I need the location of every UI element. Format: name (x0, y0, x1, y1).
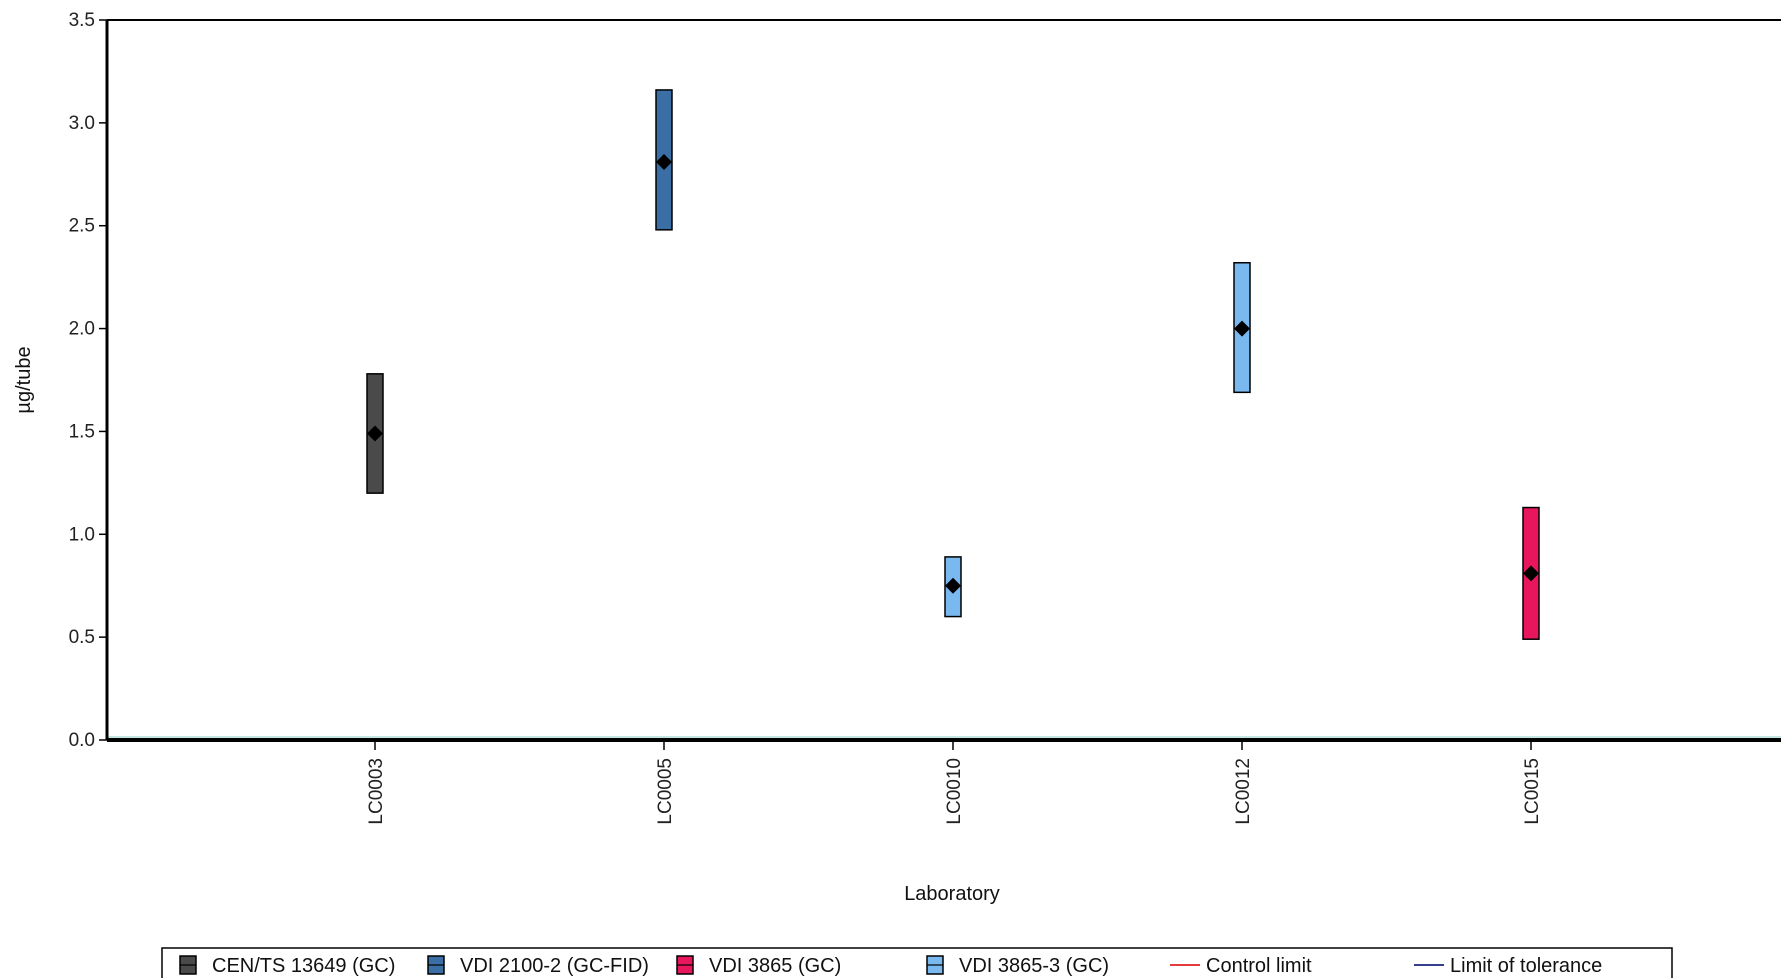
y-tick-label: 2.5 (69, 216, 95, 237)
value-marker-lc0015 (1523, 565, 1539, 582)
x-axis: LC0003 LC0005 LC0010 LC0012 LC0015 (107, 738, 1781, 825)
value-marker-lc0005 (656, 153, 672, 170)
y-tick-label: 3.0 (69, 113, 95, 134)
legend-label: VDI 3865-3 (GC) (959, 955, 1109, 977)
legend-label: VDI 3865 (GC) (709, 955, 841, 977)
x-tick-label: LC0012 (1233, 758, 1254, 825)
data-marks (366, 89, 1540, 640)
legend-label: VDI 2100-2 (GC-FID) (460, 955, 649, 977)
y-tick-label: 2.0 (69, 319, 95, 340)
legend-label: Control limit (1206, 955, 1312, 977)
y-tick-label: 0.0 (69, 730, 95, 751)
legend-label: Limit of tolerance (1450, 955, 1602, 977)
y-axis-title: µg/tube (13, 346, 35, 413)
y-tick-label: 1.5 (69, 421, 95, 442)
x-tick-label: LC0005 (655, 758, 676, 825)
legend-label: CEN/TS 13649 (GC) (212, 955, 395, 977)
legend-box (161, 947, 1673, 978)
y-axis: 0.0 0.5 1.0 1.5 2.0 2.5 3.0 3.5 (69, 10, 109, 751)
x-axis-title: Laboratory (904, 883, 1000, 905)
value-marker-lc0012 (1234, 320, 1250, 337)
x-tick-label: LC0015 (1522, 758, 1543, 825)
x-tick-label: LC0010 (944, 758, 965, 825)
x-tick-label: LC0003 (366, 758, 387, 825)
plot-area (107, 19, 1781, 738)
y-tick-label: 0.5 (69, 627, 95, 648)
value-marker-lc0010 (945, 577, 961, 594)
y-tick-label: 1.0 (69, 524, 95, 545)
value-marker-lc0003 (367, 425, 383, 442)
legend: CEN/TS 13649 (GC) VDI 2100-2 (GC-FID) VDI … (161, 947, 1673, 978)
y-tick-label: 3.5 (69, 10, 95, 31)
